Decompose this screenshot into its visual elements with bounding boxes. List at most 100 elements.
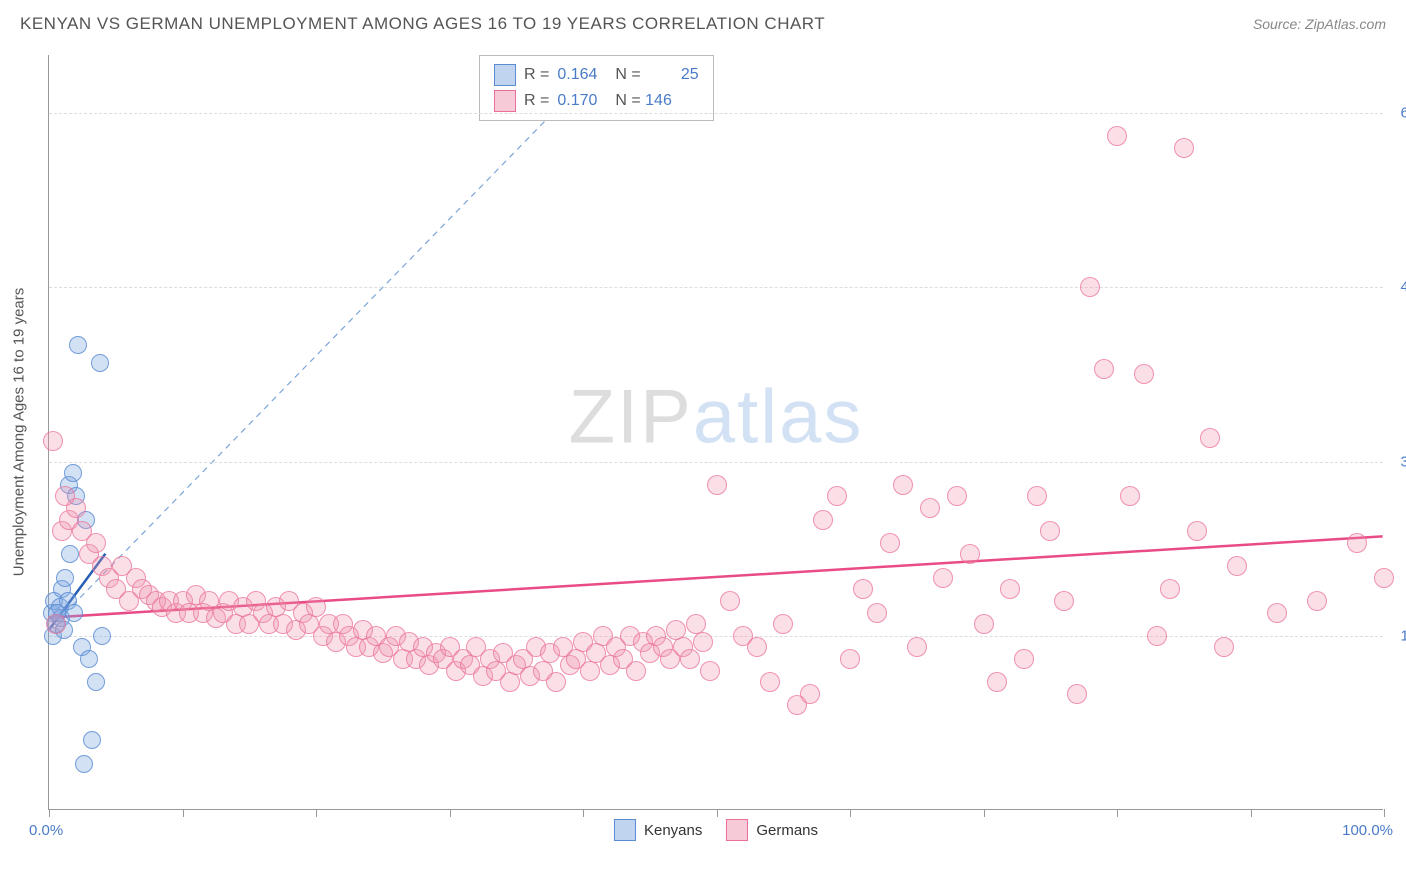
legend-label-kenyans: Kenyans	[644, 822, 702, 839]
data-point-german	[1307, 591, 1327, 611]
x-tick	[1384, 809, 1385, 817]
data-point-kenyan	[56, 569, 74, 587]
legend-label-germans: Germans	[756, 822, 818, 839]
data-point-kenyan	[65, 604, 83, 622]
data-point-german	[773, 614, 793, 634]
n-value-germans: N = 146	[615, 92, 672, 110]
data-point-german	[43, 431, 63, 451]
data-point-german	[86, 533, 106, 553]
data-point-kenyan	[83, 731, 101, 749]
data-point-german	[747, 637, 767, 657]
data-point-german	[1347, 533, 1367, 553]
x-tick	[1251, 809, 1252, 817]
r-label: R =	[524, 66, 549, 84]
data-point-german	[1374, 568, 1394, 588]
chart-title: KENYAN VS GERMAN UNEMPLOYMENT AMONG AGES…	[20, 14, 825, 34]
y-tick-label: 45.0%	[1400, 279, 1406, 296]
x-tick	[850, 809, 851, 817]
correlation-stats-box: R = 0.164 N = 25 R = 0.170 N = 146	[479, 55, 714, 121]
data-point-german	[1214, 637, 1234, 657]
data-point-german	[707, 475, 727, 495]
data-point-german	[1027, 486, 1047, 506]
x-tick	[1117, 809, 1118, 817]
data-point-german	[500, 672, 520, 692]
data-point-german	[1200, 428, 1220, 448]
source-label: Source: ZipAtlas.com	[1253, 16, 1386, 32]
data-point-german	[700, 661, 720, 681]
data-point-german	[907, 637, 927, 657]
n-value-kenyans: 25	[649, 66, 699, 84]
legend-item-kenyans: Kenyans	[614, 819, 702, 841]
r-value-germans: 0.170	[557, 92, 607, 110]
data-point-german	[1067, 684, 1087, 704]
x-axis-min-label: 0.0%	[29, 822, 63, 839]
x-tick	[49, 809, 50, 817]
data-point-german	[1147, 626, 1167, 646]
watermark-atlas: atlas	[693, 374, 864, 459]
data-point-kenyan	[91, 354, 109, 372]
data-point-german	[580, 661, 600, 681]
data-point-german	[800, 684, 820, 704]
x-axis-max-label: 100.0%	[1342, 822, 1393, 839]
data-point-german	[546, 672, 566, 692]
data-point-german	[1000, 579, 1020, 599]
data-point-german	[960, 544, 980, 564]
data-point-german	[1054, 591, 1074, 611]
chart-plot-area: ZIPatlas Unemployment Among Ages 16 to 1…	[48, 55, 1383, 810]
data-point-kenyan	[75, 755, 93, 773]
swatch-kenyans	[494, 64, 516, 86]
data-point-german	[1160, 579, 1180, 599]
data-point-kenyan	[69, 336, 87, 354]
gridline	[49, 636, 1383, 637]
data-point-german	[55, 486, 75, 506]
watermark: ZIPatlas	[569, 373, 864, 460]
data-point-german	[693, 632, 713, 652]
legend: Kenyans Germans	[614, 819, 818, 841]
stats-row-kenyans: R = 0.164 N = 25	[494, 62, 699, 88]
data-point-german	[933, 568, 953, 588]
data-point-german	[626, 661, 646, 681]
x-tick	[183, 809, 184, 817]
data-point-german	[680, 649, 700, 669]
data-point-kenyan	[80, 650, 98, 668]
x-tick	[316, 809, 317, 817]
data-point-german	[720, 591, 740, 611]
chart-lines-layer	[49, 55, 1383, 809]
data-point-german	[893, 475, 913, 495]
data-point-german	[1080, 277, 1100, 297]
data-point-german	[306, 597, 326, 617]
data-point-german	[974, 614, 994, 634]
y-tick-label: 60.0%	[1400, 105, 1406, 122]
swatch-germans	[494, 90, 516, 112]
gridline	[49, 113, 1383, 114]
data-point-german	[1107, 126, 1127, 146]
data-point-german	[1227, 556, 1247, 576]
stats-row-germans: R = 0.170 N = 146	[494, 88, 699, 114]
data-point-german	[1267, 603, 1287, 623]
legend-item-germans: Germans	[726, 819, 818, 841]
data-point-german	[867, 603, 887, 623]
data-point-kenyan	[87, 673, 105, 691]
n-label: N =	[615, 66, 640, 84]
data-point-kenyan	[93, 627, 111, 645]
data-point-kenyan	[64, 464, 82, 482]
data-point-german	[853, 579, 873, 599]
r-value-kenyans: 0.164	[557, 66, 607, 84]
gridline	[49, 462, 1383, 463]
r-label: R =	[524, 92, 549, 110]
y-tick-label: 15.0%	[1400, 627, 1406, 644]
x-tick	[717, 809, 718, 817]
watermark-zip: ZIP	[569, 374, 693, 459]
data-point-german	[1187, 521, 1207, 541]
data-point-german	[1040, 521, 1060, 541]
y-axis-title: Unemployment Among Ages 16 to 19 years	[11, 288, 28, 577]
x-tick	[984, 809, 985, 817]
legend-swatch-kenyans	[614, 819, 636, 841]
data-point-german	[46, 614, 66, 634]
data-point-german	[1014, 649, 1034, 669]
data-point-german	[840, 649, 860, 669]
y-tick-label: 30.0%	[1400, 453, 1406, 470]
legend-swatch-germans	[726, 819, 748, 841]
data-point-kenyan	[61, 545, 79, 563]
data-point-german	[1120, 486, 1140, 506]
